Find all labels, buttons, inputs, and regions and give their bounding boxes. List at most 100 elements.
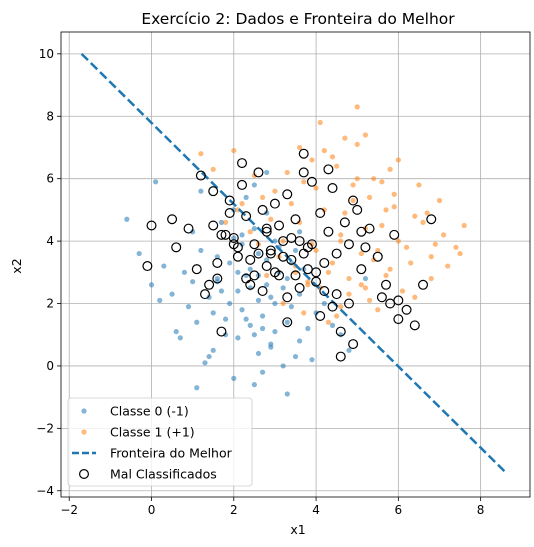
data-point: [424, 210, 430, 216]
misclassified-marker: [261, 223, 272, 234]
grid-lines: [61, 32, 530, 497]
data-point: [247, 266, 253, 272]
data-point: [280, 285, 286, 291]
misclassified-marker: [253, 248, 264, 259]
misclassified-marker: [282, 189, 293, 200]
legend-swatch-marker: [78, 469, 89, 480]
misclassified-marker: [274, 220, 285, 231]
data-point: [457, 250, 463, 257]
data-point: [243, 194, 249, 201]
data-point: [391, 204, 397, 210]
data-point: [251, 226, 257, 232]
data-point: [210, 347, 216, 353]
misclassified-marker: [199, 289, 210, 300]
data-point: [272, 328, 278, 335]
data-point: [305, 325, 311, 332]
data-point: [259, 325, 266, 332]
data-point: [185, 304, 192, 310]
data-point: [148, 282, 155, 288]
boundary-line: [80, 52, 507, 473]
misclassified-marker: [265, 245, 276, 256]
data-point: [280, 238, 286, 244]
data-point: [313, 185, 319, 191]
data-point: [391, 191, 397, 197]
data-point: [321, 207, 327, 213]
misclassified-marker: [278, 251, 289, 262]
data-point: [461, 222, 467, 229]
data-point: [251, 332, 257, 338]
data-point: [198, 247, 204, 254]
data-point: [227, 300, 233, 307]
misclassified-marker: [389, 229, 400, 240]
misclassified-marker: [331, 289, 342, 300]
misclassified-marker: [401, 304, 412, 315]
misclassified-markers: [142, 148, 437, 362]
legend: Classe 0 (-1) Classe 1 (+1) Fronteira do M…: [67, 397, 253, 487]
data-point: [362, 275, 369, 282]
data-point: [264, 282, 270, 288]
data-point: [379, 179, 385, 185]
data-point: [292, 247, 299, 254]
data-point: [412, 294, 418, 300]
data-point: [428, 254, 434, 260]
misclassified-marker: [167, 214, 178, 225]
data-point: [350, 182, 356, 188]
data-point: [371, 257, 377, 263]
data-point: [387, 266, 393, 272]
data-point: [157, 297, 163, 303]
data-point: [338, 304, 344, 310]
data-point: [305, 279, 311, 285]
misclassified-marker: [372, 251, 383, 262]
data-point: [222, 219, 229, 225]
misclassified-marker: [327, 183, 338, 194]
misclassified-marker: [290, 214, 301, 225]
data-point: [313, 310, 319, 316]
misclassified-marker: [241, 211, 252, 222]
misclassified-marker: [212, 273, 223, 284]
data-point: [194, 385, 200, 391]
data-point: [395, 238, 401, 244]
misclassified-marker: [241, 273, 252, 284]
data-point: [362, 285, 369, 291]
data-point: [297, 229, 303, 235]
misclassified-marker: [146, 220, 157, 231]
misclassified-marker: [261, 261, 272, 272]
data-point: [408, 260, 414, 266]
data-point: [292, 353, 299, 360]
data-point: [317, 119, 323, 126]
misclassified-marker: [269, 267, 280, 278]
misclassified-marker: [245, 254, 256, 265]
misclassified-marker: [269, 198, 280, 209]
data-point: [206, 294, 212, 300]
misclassified-marker: [216, 229, 227, 240]
x-tick-label: 8: [477, 503, 485, 517]
data-point: [297, 291, 303, 297]
misclassified-marker: [315, 208, 326, 219]
data-point: [329, 260, 336, 266]
legend-swatch-point: [81, 429, 87, 435]
plot-area: [80, 52, 507, 473]
misclassified-marker: [311, 276, 322, 287]
data-point: [309, 357, 315, 363]
misclassified-marker: [343, 239, 354, 250]
data-point: [198, 188, 204, 194]
data-point: [259, 313, 266, 319]
data-point: [255, 250, 262, 257]
data-point: [280, 300, 286, 307]
misclassified-marker: [319, 286, 330, 297]
legend-label: Classe 1 (+1): [110, 425, 195, 440]
y-tick-label: 8: [46, 109, 54, 123]
data-point: [255, 350, 262, 357]
data-point: [329, 322, 336, 328]
misclassified-marker: [294, 282, 305, 293]
misclassified-marker: [195, 170, 206, 181]
data-point: [350, 197, 356, 204]
data-point: [313, 247, 319, 254]
data-point: [334, 163, 340, 169]
data-point: [329, 154, 336, 160]
misclassified-marker: [298, 167, 309, 178]
misclassified-marker: [298, 248, 309, 259]
misclassified-marker: [327, 301, 338, 312]
data-point: [136, 250, 142, 257]
data-point: [301, 310, 307, 316]
